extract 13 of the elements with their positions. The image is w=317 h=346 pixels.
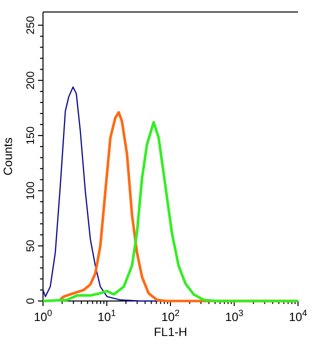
x-tick-label: 10$^{1}$ [98,308,116,324]
x-axis-title: FL1-H [154,325,188,339]
y-tick-label: 100 [25,182,37,200]
y-tick-label: 50 [25,240,37,252]
x-tick-label: 10$^{2}$ [161,308,180,324]
x-tick-label: 10$^{0}$ [34,308,52,324]
x-tick-label: 10$^{3}$ [225,308,244,324]
y-tick-label: 200 [25,71,37,90]
y-axis-title: Counts [1,137,15,176]
y-tick-label: 0 [25,298,37,304]
y-tick-label: 150 [25,126,37,145]
y-tick-label: 250 [25,16,37,34]
x-tick-label: 10$^{4}$ [288,308,308,324]
